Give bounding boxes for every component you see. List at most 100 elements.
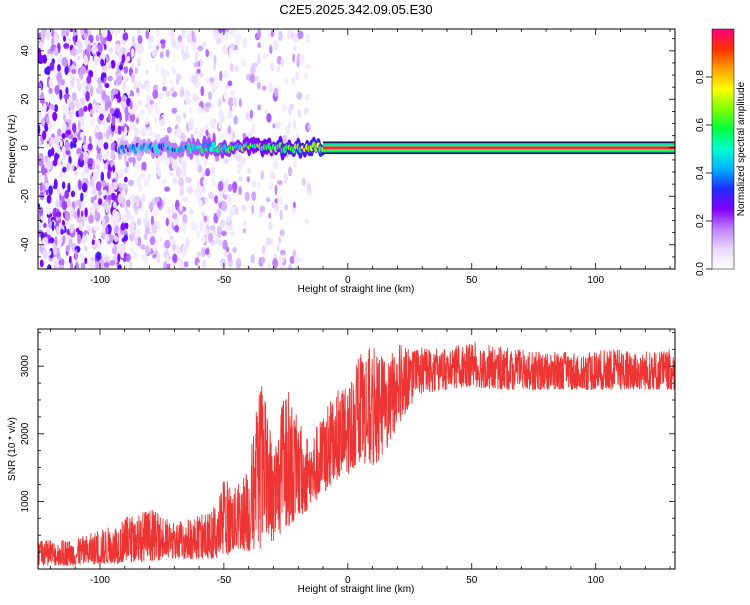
heatmap-noise-cell (46, 194, 52, 204)
heatmap-noise-cell (188, 120, 194, 131)
heatmap-cells (38, 29, 675, 269)
heatmap-noise-cell (254, 75, 260, 82)
heatmap-noise-cell (192, 93, 198, 102)
heatmap-noise-cell (152, 253, 157, 259)
heatmap-noise-cell (166, 206, 171, 215)
colorbar-tick-label: 0.4 (695, 166, 706, 180)
heatmap-noise-cell (176, 40, 180, 52)
heatmap-noise-cell (65, 31, 69, 37)
heatmap-noise-cell (229, 62, 234, 72)
heatmap-noise-cell (92, 99, 97, 106)
heatmap-noise-cell (178, 265, 185, 269)
heatmap-noise-cell (72, 46, 76, 57)
heatmap-noise-cell (224, 178, 230, 187)
heatmap-noise-cell (83, 151, 89, 158)
heatmap-noise-cell (111, 115, 116, 126)
heatmap-noise-cell (99, 113, 104, 121)
heatmap-noise-cell (146, 93, 151, 104)
heatmap-noise-cell (133, 78, 138, 89)
heatmap-noise-cell (164, 239, 171, 249)
heatmap-noise-cell (109, 259, 116, 266)
heatmap-noise-cell (137, 99, 143, 107)
heatmap-noise-cell (159, 118, 166, 127)
heatmap-noise-cell (100, 59, 105, 67)
heatmap-noise-cell (217, 29, 224, 34)
heatmap-noise-cell (83, 55, 88, 66)
heatmap-noise-cell (199, 72, 204, 78)
heatmap-noise-cell (272, 123, 276, 129)
heatmap-noise-cell (126, 90, 131, 96)
heatmap-noise-cell (165, 90, 171, 98)
heatmap-noise-cell (225, 246, 229, 253)
heatmap-noise-cell (93, 54, 100, 66)
heatmap-noise-cell (165, 49, 170, 58)
heatmap-noise-cell (238, 98, 242, 108)
heatmap-noise-cell (130, 247, 134, 255)
heatmap-noise-cell (280, 57, 285, 68)
heatmap-noise-cell (78, 220, 84, 231)
heatmap-noise-cell (179, 202, 183, 212)
heatmap-noise-cell (136, 198, 140, 207)
heatmap-noise-cell (208, 191, 215, 200)
heatmap-noise-cell (208, 91, 212, 101)
heatmap-noise-cell (228, 134, 233, 143)
heatmap-noise-cell (227, 252, 233, 262)
heatmap-noise-cell (95, 34, 100, 42)
heatmap-noise-cell (244, 191, 250, 202)
heatmap-noise-cell (245, 112, 250, 120)
heatmap-noise-cell (63, 93, 70, 100)
heatmap-noise-cell (130, 48, 135, 58)
heatmap-noise-cell (303, 71, 309, 80)
heatmap-noise-cell (48, 78, 54, 89)
heatmap-noise-cell (129, 112, 136, 123)
heatmap-noise-cell (105, 53, 110, 63)
heatmap-noise-cell (221, 230, 227, 237)
heatmap-noise-cell (205, 129, 209, 137)
heatmap-noise-cell (233, 115, 238, 125)
colorbar-frame (711, 28, 735, 270)
heatmap-noise-cell (242, 228, 246, 234)
heatmap-noise-cell (235, 33, 242, 43)
heatmap-noise-cell (39, 54, 43, 62)
heatmap-noise-cell (219, 31, 224, 42)
heatmap-noise-cell (177, 35, 183, 42)
heatmap-noise-cell (220, 219, 225, 229)
heatmap-noise-cell (220, 258, 227, 268)
heatmap-noise-cell (59, 89, 63, 100)
heatmap-noise-cell (295, 71, 300, 81)
heatmap-noise-cell (54, 236, 58, 247)
heatmap-noise-cell (159, 236, 163, 243)
heatmap-noise-cell (43, 222, 47, 228)
heatmap-noise-cell (257, 104, 262, 111)
heatmap-noise-cell (109, 107, 115, 115)
heatmap-noise-cell (200, 127, 204, 137)
heatmap-noise-cell (180, 132, 186, 143)
heatmap-noise-cell (139, 43, 145, 54)
heatmap-noise-cell (94, 75, 98, 84)
heatmap-noise-cell (154, 133, 161, 142)
heatmap-noise-cell (171, 107, 178, 114)
heatmap-noise-cell (105, 225, 109, 235)
heatmap-noise-cell (200, 86, 205, 97)
heatmap-noise-cell (204, 248, 210, 255)
heatmap-noise-cell (205, 102, 212, 108)
heatmap-noise-cell (68, 133, 74, 140)
heatmap-noise-cell (301, 178, 306, 187)
heatmap-noise-cell (213, 54, 217, 65)
heatmap-noise-cell (251, 180, 257, 188)
heatmap-noise-cell (38, 236, 42, 244)
heatmap-noise-cell (305, 63, 312, 69)
heatmap-noise-cell (38, 41, 44, 49)
heatmap-noise-cell (205, 168, 211, 177)
heatmap-noise-cell (286, 29, 293, 40)
heatmap-noise-cell (165, 217, 169, 227)
heatmap-noise-cell (164, 186, 170, 192)
heatmap-noise-cell (42, 54, 48, 64)
heatmap-noise-cell (65, 86, 69, 96)
heatmap-noise-cell (222, 44, 229, 55)
heatmap-noise-cell (238, 185, 242, 196)
heatmap-noise-cell (175, 127, 182, 138)
heatmap-noise-cell (279, 209, 283, 221)
heatmap-noise-cell (272, 160, 279, 170)
heatmap-noise-cell (40, 215, 46, 221)
